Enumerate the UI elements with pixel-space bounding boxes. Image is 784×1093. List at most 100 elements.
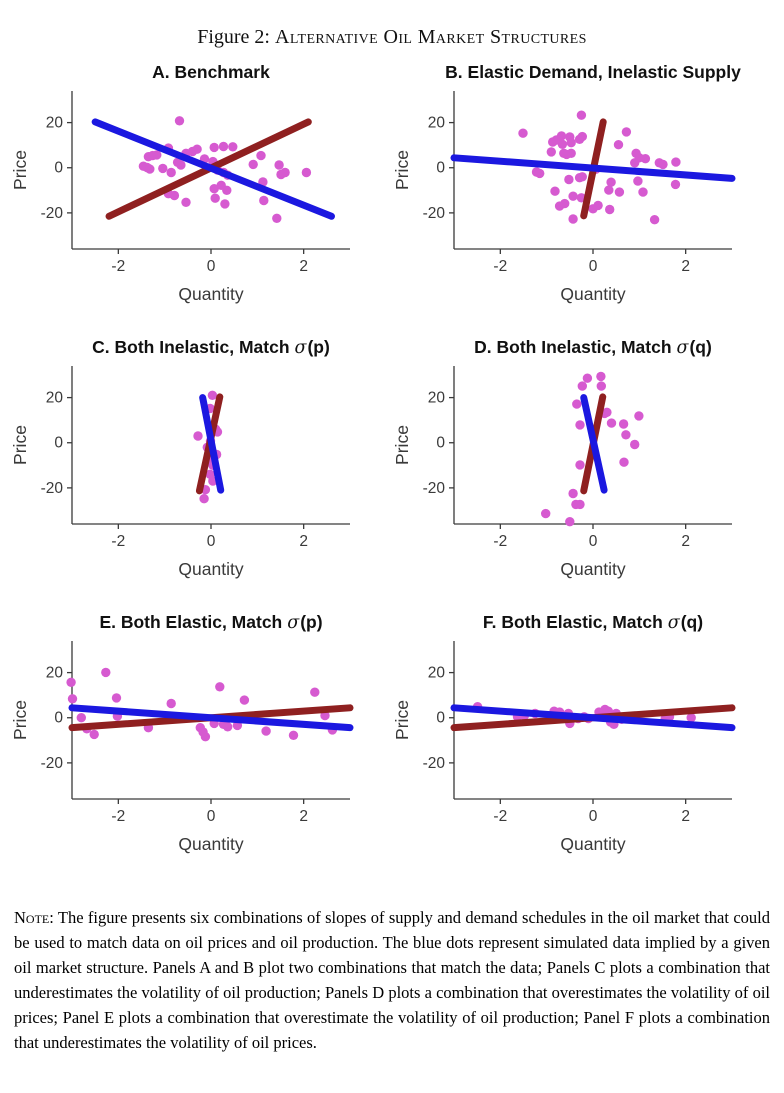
scatter-point [596, 371, 606, 382]
scatter-point [181, 197, 191, 207]
scatter-point [602, 407, 612, 417]
x-axis-label: Quantity [178, 834, 243, 854]
note-label: Note: [14, 908, 54, 927]
sigma-symbol: σ [668, 613, 681, 633]
scatter-point [630, 439, 640, 450]
scatter-point [301, 167, 312, 178]
demand-line [199, 394, 225, 494]
scatter-point [575, 420, 585, 430]
x-tick-label: -2 [111, 258, 125, 275]
scatter-point [556, 131, 567, 141]
y-tick-label: 20 [46, 390, 64, 407]
scatter-point [596, 381, 606, 391]
scatter-point [220, 199, 230, 209]
demand-line [580, 394, 608, 494]
scatter-point [566, 138, 576, 148]
scatter-point [541, 508, 551, 519]
panel-c: C. Both Inelastic, Match σ(p) -2 0 2 -20 0 20 Qu… [10, 332, 392, 594]
figure-title-prefix: Figure 2: [197, 26, 275, 48]
panel-b: B. Elastic Demand, Inelastic Supply -2 0 2-… [392, 57, 774, 319]
scatter-point [576, 110, 587, 120]
panel-a: A. Benchmark -2 0 2 -20 0 20 Quantity Price [10, 57, 392, 319]
scatter-point [582, 373, 593, 383]
scatter-point [605, 204, 615, 215]
scatter-point [272, 213, 282, 223]
x-tick-label: -2 [493, 808, 507, 825]
scatter-point [634, 411, 644, 421]
x-tick-label: 2 [681, 258, 690, 275]
scatter-point [218, 141, 229, 152]
x-axis-label: Quantity [560, 559, 625, 579]
scatter-point [604, 185, 614, 195]
y-axis-label: Price [10, 150, 30, 190]
scatter-point [575, 499, 585, 510]
scatter-point [66, 677, 76, 687]
scatter-point [621, 127, 632, 137]
scatter-point [630, 158, 640, 168]
y-tick-label: 0 [54, 435, 63, 452]
y-tick-label: 20 [46, 665, 64, 682]
sigma-symbol: σ [287, 613, 300, 633]
scatter-point [223, 722, 233, 732]
scatter-point [568, 214, 578, 224]
scatter-point [614, 187, 625, 197]
scatter-point [518, 128, 528, 138]
x-tick-label: 0 [207, 808, 216, 825]
scatter-point [215, 682, 225, 692]
scatter-point [606, 177, 616, 187]
scatter-point [633, 176, 643, 186]
scatter-point [166, 698, 176, 709]
figure-page: { "figure_title": { "prefix": "Figure 2:… [0, 26, 784, 1093]
scatter-point [649, 215, 660, 225]
y-tick-label: -20 [41, 755, 64, 772]
scatter-point [535, 168, 545, 179]
figure-title: Figure 2: Alternative Oil Market Structu… [0, 26, 784, 49]
panel-b-chart: B. Elastic Demand, Inelastic Supply-2 0 2-… [392, 62, 741, 304]
scatter-point [158, 163, 168, 174]
sigma-symbol: σ [677, 338, 690, 358]
scatter-point [228, 142, 238, 152]
scatter-point [207, 390, 218, 400]
y-tick-label: -20 [423, 755, 446, 772]
x-tick-label: -2 [111, 533, 125, 550]
scatter-point [169, 190, 180, 201]
scatter-point [209, 184, 219, 194]
scatter-points [518, 110, 681, 225]
panel-d-chart: D. Both Inelastic, Match σ(q)-2 0 2-20020Qu… [392, 337, 732, 579]
scatter-point [619, 457, 629, 467]
x-tick-label: 2 [299, 533, 308, 550]
scatter-point [566, 148, 576, 158]
x-tick-label: -2 [111, 808, 125, 825]
scatter-point [239, 695, 250, 705]
panel-d: D. Both Inelastic, Match σ(q) -2 0 2 -20 0 20 Qu… [392, 332, 774, 594]
y-tick-label: 20 [428, 390, 446, 407]
scatter-point [261, 726, 271, 736]
sigma-symbol: σ [295, 338, 308, 358]
panel-title: B. Elastic Demand, Inelastic Supply [445, 62, 741, 82]
scatter-point [274, 160, 284, 170]
y-tick-label: 0 [54, 710, 63, 727]
scatter-point [166, 167, 176, 178]
scatter-point [564, 174, 574, 185]
x-axis-label: Quantity [560, 284, 625, 304]
x-tick-label: 0 [207, 258, 216, 275]
scatter-point [577, 131, 587, 142]
panel-grid: A. Benchmark -2 0 2 -20 0 20 Quantity Price B. El… [0, 57, 784, 869]
scatter-point [288, 730, 299, 740]
scatter-point [145, 164, 155, 174]
scatter-point [577, 172, 587, 182]
y-axis-label: Price [10, 700, 30, 740]
scatter-point [174, 116, 185, 126]
scatter-point [658, 159, 668, 170]
scatter-point [89, 729, 99, 740]
scatter-point [256, 150, 266, 161]
y-tick-label: 20 [428, 115, 446, 132]
scatter-point [638, 187, 648, 197]
scatter-point [280, 167, 290, 178]
demand-line [68, 704, 354, 732]
scatter-point [550, 186, 560, 196]
panel-e-chart: E. Both Elastic, Match σ(p)-2 0 2-20020Quan… [10, 612, 354, 854]
demand-line [91, 118, 335, 220]
scatter-point [568, 191, 578, 201]
